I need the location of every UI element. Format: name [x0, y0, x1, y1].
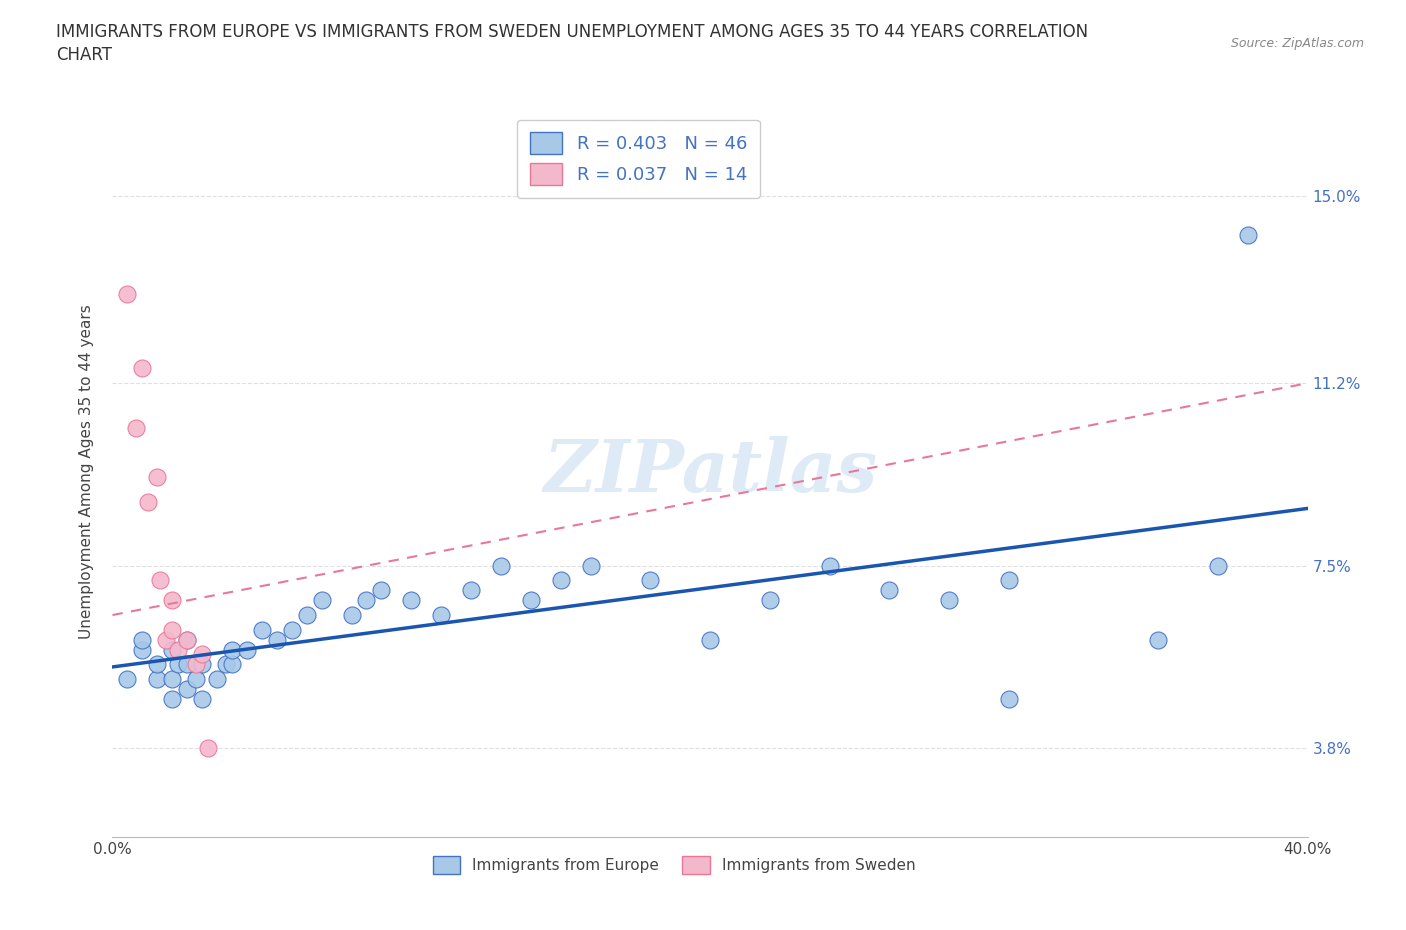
Y-axis label: Unemployment Among Ages 35 to 44 years: Unemployment Among Ages 35 to 44 years — [79, 305, 94, 639]
Point — [146, 657, 169, 671]
Text: Source: ZipAtlas.com: Source: ZipAtlas.com — [1230, 37, 1364, 50]
Point — [550, 573, 572, 588]
Point — [401, 592, 423, 607]
Point — [155, 632, 177, 647]
Point — [197, 741, 219, 756]
Point — [131, 632, 153, 647]
Point — [176, 682, 198, 697]
Point — [186, 657, 208, 671]
Point — [266, 632, 288, 647]
Point — [818, 558, 841, 573]
Point — [879, 583, 901, 598]
Point — [998, 691, 1021, 706]
Point — [191, 657, 214, 671]
Text: IMMIGRANTS FROM EUROPE VS IMMIGRANTS FROM SWEDEN UNEMPLOYMENT AMONG AGES 35 TO 4: IMMIGRANTS FROM EUROPE VS IMMIGRANTS FRO… — [56, 23, 1088, 41]
Point — [167, 642, 190, 657]
Point — [1147, 632, 1170, 647]
Point — [281, 622, 304, 637]
Point — [131, 361, 153, 376]
Point — [699, 632, 721, 647]
Point — [146, 671, 169, 686]
Point — [221, 642, 243, 657]
Point — [162, 671, 183, 686]
Point — [1237, 228, 1260, 243]
Point — [1206, 558, 1229, 573]
Point — [460, 583, 482, 598]
Point — [370, 583, 392, 598]
Point — [295, 607, 318, 622]
Point — [138, 494, 160, 509]
Point — [579, 558, 602, 573]
Point — [430, 607, 453, 622]
Point — [176, 657, 198, 671]
Point — [162, 642, 183, 657]
Point — [176, 632, 198, 647]
Point — [149, 573, 172, 588]
Point — [125, 420, 148, 435]
Point — [489, 558, 512, 573]
Point — [215, 657, 238, 671]
Point — [520, 592, 543, 607]
Point — [759, 592, 782, 607]
Point — [131, 642, 153, 657]
Point — [205, 671, 228, 686]
Point — [221, 657, 243, 671]
Point — [191, 647, 214, 662]
Legend: Immigrants from Europe, Immigrants from Sweden: Immigrants from Europe, Immigrants from … — [426, 850, 922, 881]
Point — [250, 622, 273, 637]
Point — [640, 573, 662, 588]
Point — [236, 642, 259, 657]
Point — [998, 573, 1021, 588]
Text: ZIPatlas: ZIPatlas — [543, 436, 877, 508]
Point — [356, 592, 378, 607]
Point — [186, 671, 208, 686]
Point — [117, 287, 139, 302]
Text: CHART: CHART — [56, 46, 112, 64]
Point — [191, 691, 214, 706]
Point — [938, 592, 960, 607]
Point — [176, 632, 198, 647]
Point — [167, 657, 190, 671]
Point — [146, 470, 169, 485]
Point — [162, 622, 183, 637]
Point — [340, 607, 363, 622]
Point — [311, 592, 333, 607]
Point — [162, 691, 183, 706]
Point — [162, 592, 183, 607]
Point — [117, 671, 139, 686]
